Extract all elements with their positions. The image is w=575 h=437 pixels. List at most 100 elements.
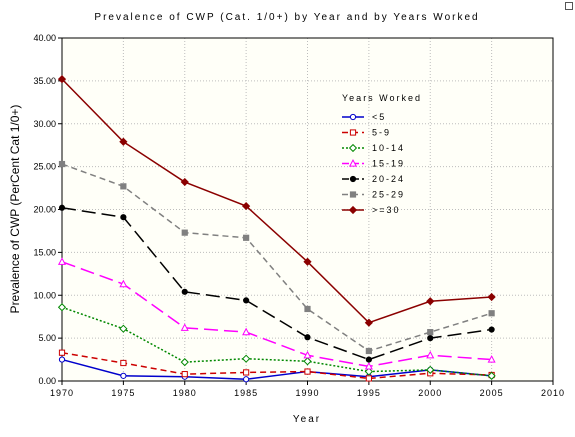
legend-item: 5-9: [342, 128, 391, 138]
legend-item: 10-14: [342, 143, 405, 153]
data-point: [243, 376, 250, 383]
x-tick-label: 2005: [480, 388, 504, 398]
y-tick-label: 10.00: [33, 290, 56, 300]
data-point: [243, 369, 250, 376]
data-point: [365, 356, 372, 363]
data-point: [488, 326, 495, 333]
data-point: [58, 349, 66, 356]
data-point: [58, 160, 66, 168]
legend-marker: [348, 205, 358, 215]
legend-marker: [348, 159, 358, 167]
data-point: [58, 356, 66, 363]
series-line: [61, 351, 492, 380]
data-point: [303, 257, 312, 266]
legend-label: 20-24: [372, 174, 405, 184]
series-line: [61, 261, 492, 368]
data-point: [180, 177, 189, 187]
data-point: [304, 368, 311, 375]
series-line: [61, 306, 492, 377]
legend-marker: [348, 143, 358, 153]
legend-item: 25-29: [342, 190, 405, 200]
legend-item: 15-19: [342, 159, 405, 169]
x-tick-label: 1985: [234, 388, 258, 398]
data-point: [242, 354, 251, 363]
x-tick-label: 2010: [541, 388, 565, 398]
data-point: [120, 183, 127, 190]
legend-title: Years Worked: [342, 93, 422, 103]
legend-marker: [349, 129, 357, 136]
data-point: [58, 204, 66, 211]
data-point: [243, 297, 250, 304]
data-point: [57, 75, 67, 84]
x-tick-label: 1995: [357, 388, 381, 398]
legend-label: 15-19: [372, 159, 405, 169]
x-tick-label: 2000: [418, 388, 442, 398]
data-point: [119, 279, 128, 288]
data-point: [304, 305, 311, 313]
data-point: [487, 292, 496, 302]
data-point: [181, 288, 188, 295]
y-tick-label: 0.00: [38, 376, 56, 386]
data-point: [427, 329, 434, 336]
y-tick-label: 20.00: [33, 205, 56, 215]
legend-marker: [349, 113, 357, 121]
data-point: [426, 365, 435, 374]
data-point: [426, 350, 435, 359]
data-point: [303, 357, 312, 366]
y-tick-label: 15.00: [33, 247, 56, 257]
data-point: [120, 372, 127, 379]
series-3: [57, 303, 496, 380]
data-point: [488, 310, 495, 317]
series-line: [61, 207, 492, 361]
y-tick-label: 30.00: [33, 119, 56, 129]
corner-box: [565, 2, 573, 10]
data-point: [120, 359, 127, 367]
data-point: [243, 234, 250, 241]
data-point: [242, 201, 251, 211]
legend-marker: [349, 191, 357, 198]
data-point: [365, 347, 372, 355]
legend-item: <5: [342, 112, 386, 122]
data-point: [181, 229, 188, 236]
series-7: [57, 75, 496, 327]
y-axis-label: Prevalence of CWP (PerCent Cat 1/0+): [8, 105, 22, 314]
y-tick-label: 5.00: [38, 333, 56, 343]
series-line: [61, 358, 492, 381]
data-point: [487, 355, 496, 363]
legend-item: 20-24: [342, 174, 405, 184]
series-5: [58, 204, 495, 363]
legend-label: >=30: [372, 205, 401, 215]
legend-label: 10-14: [372, 143, 405, 153]
data-point: [303, 350, 312, 359]
legend-label: 25-29: [372, 190, 405, 200]
x-axis-label: Year: [293, 414, 321, 425]
y-tick-label: 35.00: [33, 76, 56, 86]
legend-marker: [349, 175, 357, 183]
data-point: [487, 371, 496, 380]
series-line: [61, 78, 492, 324]
series-line: [61, 163, 492, 352]
data-point: [364, 318, 373, 327]
data-point: [426, 297, 435, 306]
data-point: [120, 214, 127, 221]
data-point: [57, 303, 67, 312]
data-point: [304, 334, 311, 341]
data-point: [180, 323, 189, 331]
x-tick-label: 1980: [173, 388, 197, 398]
legend: Years Worked <5 5-9 10-14 15-19 20-24 25-29 >=3…: [342, 93, 422, 215]
series-layer: [57, 75, 496, 383]
legend-item: >=30: [342, 205, 401, 215]
series-6: [58, 160, 495, 355]
legend-label: 5-9: [372, 128, 391, 138]
data-point: [365, 375, 372, 382]
y-tick-label: 25.00: [33, 162, 56, 172]
legend-label: <5: [372, 112, 386, 122]
chart-title: Prevalence of CWP (Cat. 1/0+) by Year an…: [94, 12, 479, 23]
data-point: [181, 371, 188, 378]
data-point: [119, 324, 128, 333]
data-point: [364, 367, 373, 376]
data-point: [119, 137, 128, 146]
series-4: [57, 257, 496, 370]
